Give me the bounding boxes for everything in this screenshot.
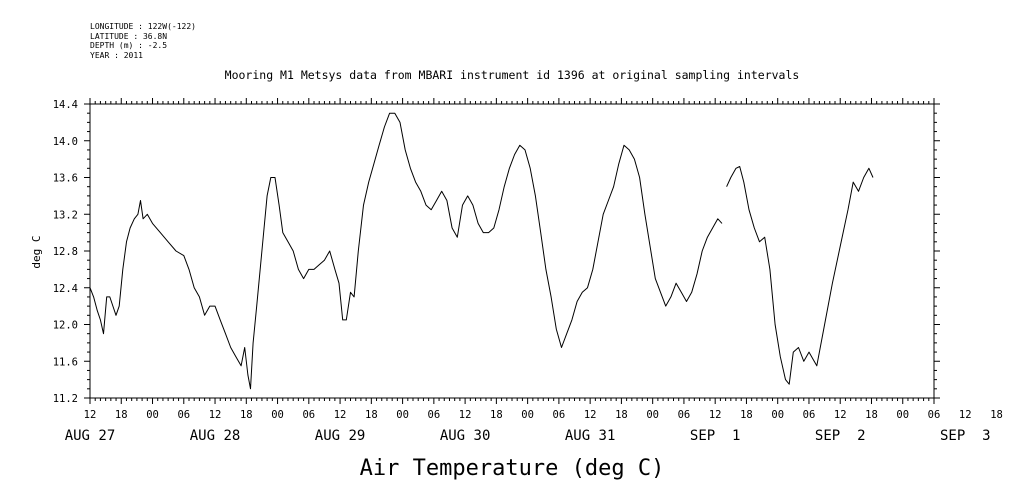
axis-ticks	[84, 98, 940, 404]
chart-title: Mooring M1 Metsys data from MBARI instru…	[225, 68, 800, 82]
x-tick-labels: 12 18 00 06 12 18 00 06 12 18 00 06 12 18 00 06 12 18 00 06…	[65, 409, 1003, 444]
x-hour-label: 12	[459, 409, 472, 421]
x-hour-label: 12	[334, 409, 347, 421]
x-axis-label: Air Temperature (deg C)	[360, 456, 665, 481]
x-hour-label: 00	[271, 409, 284, 421]
x-day-label: SEP 3	[940, 428, 991, 444]
x-day-label: AUG 28	[190, 428, 241, 444]
x-hour-label: 18	[115, 409, 128, 421]
x-hour-label: 06	[928, 409, 941, 421]
x-day-label: SEP 1	[690, 428, 741, 444]
y-axis-label: deg C	[30, 235, 43, 268]
x-hour-label: 00	[396, 409, 409, 421]
x-hour-label: 06	[302, 409, 315, 421]
x-hour-label: 00	[146, 409, 159, 421]
y-tick-label: 11.6	[53, 356, 78, 368]
y-tick-label: 13.2	[53, 209, 78, 221]
x-hour-label: 18	[990, 409, 1003, 421]
x-hour-label: 18	[365, 409, 378, 421]
x-hour-label: 00	[646, 409, 659, 421]
x-hour-label: 12	[584, 409, 597, 421]
mooring-metadata: LONGITUDE : 122W(-122) LATITUDE : 36.8N …	[90, 22, 196, 60]
x-hour-label: 18	[740, 409, 753, 421]
temperature-line	[89, 112, 723, 390]
x-hour-label: 12	[84, 409, 97, 421]
x-day-label: AUG 27	[65, 428, 116, 444]
y-tick-label: 12.8	[53, 246, 78, 258]
y-tick-label: 13.6	[53, 173, 78, 185]
x-hour-label: 18	[240, 409, 253, 421]
x-hour-label: 06	[803, 409, 816, 421]
x-day-label: SEP 2	[815, 428, 866, 444]
x-hour-label: 18	[490, 409, 503, 421]
temperature-line	[726, 166, 874, 385]
latitude-text: LATITUDE : 36.8N	[90, 31, 168, 41]
y-tick-label: 12.4	[53, 283, 78, 295]
x-hour-label: 00	[521, 409, 534, 421]
y-tick-label: 11.2	[53, 393, 78, 405]
x-day-label: AUG 30	[440, 428, 491, 444]
x-hour-label: 12	[834, 409, 847, 421]
x-hour-label: 18	[865, 409, 878, 421]
x-hour-label: 12	[709, 409, 722, 421]
year-text: YEAR : 2011	[90, 50, 143, 60]
y-tick-labels: 11.2 11.6 12.0 12.4 12.8 13.2 13.6 14.0 14.4	[53, 99, 78, 405]
x-hour-label: 06	[177, 409, 190, 421]
y-tick-label: 14.0	[53, 136, 78, 148]
depth-text: DEPTH (m) : -2.5	[90, 41, 168, 50]
x-hour-label: 12	[209, 409, 222, 421]
x-hour-label: 06	[553, 409, 566, 421]
temperature-series	[89, 112, 874, 390]
x-hour-label: 06	[428, 409, 441, 421]
x-hour-label: 00	[896, 409, 909, 421]
y-tick-label: 12.0	[53, 320, 78, 332]
x-day-label: AUG 29	[315, 428, 366, 444]
plot-frame	[89, 103, 935, 399]
longitude-text: LONGITUDE : 122W(-122)	[90, 22, 196, 31]
x-day-label: AUG 31	[565, 428, 616, 444]
y-tick-label: 14.4	[53, 99, 78, 111]
x-hour-label: 12	[959, 409, 972, 421]
x-hour-label: 00	[771, 409, 784, 421]
x-hour-label: 18	[615, 409, 628, 421]
x-hour-label: 06	[678, 409, 691, 421]
